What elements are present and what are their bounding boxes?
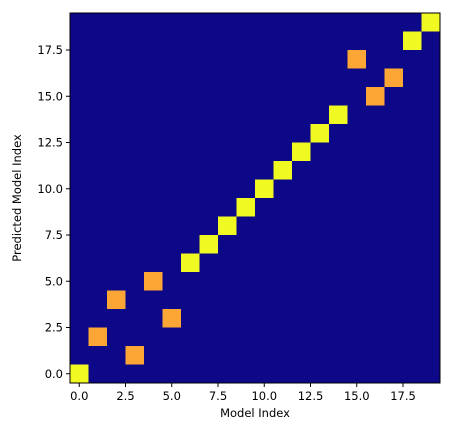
heatmap-cell	[125, 346, 144, 365]
x-tick-label: 12.5	[298, 389, 324, 403]
heatmap-cell	[403, 31, 422, 50]
heatmap-cell	[236, 198, 255, 217]
plot-frame	[69, 12, 441, 384]
x-tick-label: 0.0	[70, 389, 88, 403]
heatmap-cell	[144, 272, 163, 291]
x-tick-label: 10.0	[251, 389, 277, 403]
x-tick-label: 17.5	[390, 389, 416, 403]
x-tick-label: 7.5	[209, 389, 227, 403]
heatmap-cell	[329, 105, 348, 124]
heatmap-cell	[199, 235, 218, 254]
heatmap-cell	[107, 290, 126, 309]
heatmap-cells	[70, 13, 440, 383]
x-axis-label: Model Index	[220, 406, 290, 420]
heatmap-cell	[162, 309, 181, 328]
x-tick-label: 15.0	[344, 389, 370, 403]
x-tick-label: 2.5	[116, 389, 134, 403]
heatmap-cell	[273, 161, 292, 180]
y-tick-label: 12.5	[37, 136, 63, 150]
heatmap-cell	[421, 13, 440, 32]
heatmap-cell	[310, 124, 329, 143]
y-tick-label: 2.5	[45, 321, 63, 335]
x-tick-label: 5.0	[163, 389, 181, 403]
heatmap-cell	[292, 142, 311, 161]
y-tick-label: 0.0	[45, 367, 63, 381]
y-tick-label: 17.5	[37, 43, 63, 57]
y-tick-label: 5.0	[45, 274, 63, 288]
y-axis-label: Predicted Model Index	[10, 134, 24, 262]
y-tick-label: 15.0	[37, 89, 63, 103]
y-tick-label: 10.0	[37, 182, 63, 196]
y-axis-ticks: 0.0 2.5 5.0 7.5 10.0 12.5 15.0 17.5	[37, 43, 70, 381]
heatmap-cell	[366, 87, 385, 106]
heatmap-cell	[88, 327, 107, 346]
heatmap-cell	[218, 216, 237, 235]
heatmap-cell	[70, 364, 89, 383]
heatmap-cell	[347, 50, 366, 69]
y-tick-label: 7.5	[45, 228, 63, 242]
x-axis-ticks: 0.0 2.5 5.0 7.5 10.0 12.5 15.0 17.5	[70, 383, 416, 403]
heatmap-cell	[384, 68, 403, 87]
heatmap-cell	[181, 253, 200, 272]
heatmap-cell	[255, 179, 274, 198]
